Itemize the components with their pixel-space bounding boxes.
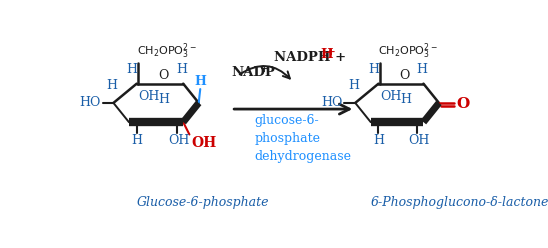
Text: H: H (400, 93, 411, 106)
Text: H: H (158, 93, 169, 106)
Text: Glucose-6-phosphate: Glucose-6-phosphate (136, 196, 269, 209)
Text: H: H (368, 63, 379, 76)
Text: OH: OH (168, 134, 189, 148)
Text: glucose-6-
phosphate
dehydrogenase: glucose-6- phosphate dehydrogenase (254, 115, 351, 163)
Text: $\mathsf{CH_2OPO_3^{2-}}$: $\mathsf{CH_2OPO_3^{2-}}$ (379, 42, 438, 61)
Text: H: H (416, 63, 427, 76)
Text: NADPH +: NADPH + (274, 51, 351, 64)
Text: NADP: NADP (231, 66, 275, 79)
Text: OH: OH (138, 90, 159, 103)
Text: H: H (348, 79, 359, 92)
Text: H: H (176, 63, 187, 76)
Text: O: O (158, 69, 169, 82)
Text: +: + (327, 48, 335, 57)
Text: H: H (106, 79, 117, 92)
Text: OH: OH (380, 90, 402, 103)
FancyArrowPatch shape (239, 66, 290, 79)
Text: O: O (456, 97, 469, 111)
Text: HO: HO (322, 96, 343, 109)
Text: H: H (131, 134, 142, 148)
Text: +: + (260, 65, 269, 74)
Text: H: H (127, 63, 138, 76)
Text: H: H (373, 134, 384, 148)
Text: H: H (321, 48, 333, 61)
Text: OH: OH (191, 136, 216, 150)
Text: HO: HO (79, 96, 101, 109)
Text: H: H (195, 74, 206, 88)
Text: 6-Phosphoglucono-δ-lactone: 6-Phosphoglucono-δ-lactone (371, 196, 548, 209)
Text: OH: OH (408, 134, 430, 148)
Text: O: O (399, 69, 410, 82)
Text: $\mathsf{CH_2OPO_3^{2-}}$: $\mathsf{CH_2OPO_3^{2-}}$ (136, 42, 197, 61)
